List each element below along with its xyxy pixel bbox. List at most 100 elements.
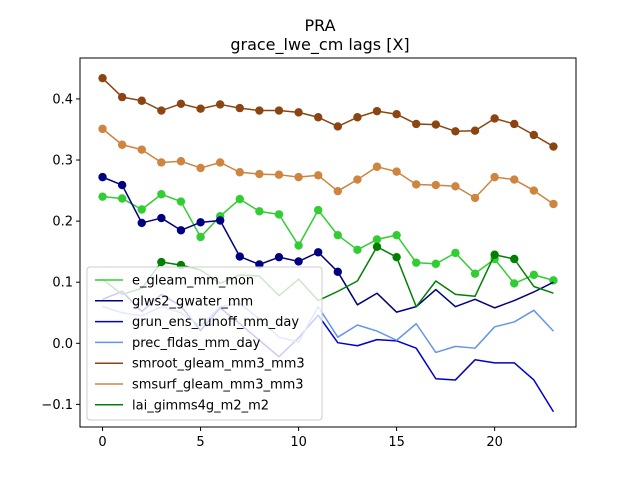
data-point [490, 172, 499, 182]
data-point [333, 186, 342, 196]
data-point [294, 257, 303, 266]
legend: e_gleam_mm_mon glws2_gwater_mm grun_ens_ru… [86, 266, 323, 421]
data-point [451, 182, 460, 191]
data-point [274, 170, 284, 179]
data-point [137, 218, 146, 228]
data-point [431, 180, 441, 190]
data-point [255, 169, 264, 179]
x-tick-label: 10 [290, 435, 307, 450]
data-point [451, 248, 460, 258]
data-point [470, 126, 480, 135]
data-point [372, 242, 382, 251]
data-point [333, 122, 342, 131]
data-point [157, 257, 166, 267]
data-point [392, 167, 401, 176]
data-point [117, 92, 127, 102]
data-point [353, 113, 362, 122]
data-point [176, 99, 186, 109]
series-glws2_gwater_mm [98, 172, 554, 313]
data-point [314, 248, 323, 257]
x-tick-label: 0 [98, 435, 106, 450]
data-point [157, 213, 166, 223]
chart-title: PRA [304, 16, 335, 35]
data-point [529, 270, 539, 280]
data-point [529, 186, 539, 195]
data-point [412, 180, 421, 189]
y-tick-label: 0.4 [52, 92, 73, 107]
data-point [137, 96, 146, 105]
legend-label: e_gleam_mm_mon [132, 274, 254, 289]
data-point [98, 192, 107, 201]
y-tick-label: −0.1 [41, 398, 73, 413]
data-point [196, 104, 205, 113]
data-point [137, 205, 146, 214]
y-tick-label: 0.2 [52, 215, 73, 230]
legend-box [86, 266, 323, 421]
y-tick-label: 0.1 [52, 276, 73, 291]
data-point [392, 252, 401, 262]
data-point [412, 119, 421, 129]
axis-ticks: 0 5 10 15 20 −0.1 0.0 0.1 0.2 0.3 0.4 [41, 92, 502, 450]
data-point [157, 190, 166, 199]
data-point [510, 175, 519, 184]
legend-label: prec_fldas_mm_day [132, 336, 261, 351]
data-point [314, 171, 323, 180]
data-point [372, 162, 382, 171]
data-point [529, 130, 539, 140]
data-point [157, 158, 166, 167]
legend-label: grun_ens_runoff_mm_day [132, 315, 299, 330]
data-point [215, 158, 225, 167]
data-point [451, 127, 460, 136]
data-point [392, 110, 401, 119]
series-smroot_gleam_mm3_mm3 [98, 73, 558, 151]
data-point [490, 114, 499, 123]
chart-subtitle: grace_lwe_cm lags [X] [230, 35, 409, 55]
data-point [510, 279, 519, 288]
data-point [470, 193, 480, 203]
data-point [235, 168, 244, 177]
data-point [549, 199, 558, 209]
series-smsurf_gleam_mm3_mm3 [98, 124, 558, 209]
data-point [274, 210, 284, 219]
data-point [176, 226, 186, 235]
data-point [215, 100, 225, 109]
y-tick-label: 0.3 [52, 154, 73, 169]
data-point [196, 232, 205, 242]
data-point [333, 267, 342, 277]
data-point [235, 252, 244, 261]
data-point [510, 254, 519, 264]
data-point [294, 241, 303, 250]
data-point [490, 250, 499, 259]
data-point [176, 197, 186, 206]
data-point [353, 245, 362, 255]
data-point [117, 180, 127, 190]
data-point [549, 142, 558, 151]
data-point [470, 269, 480, 278]
data-point [196, 218, 205, 227]
legend-label: lai_gimms4g_m2_m2 [132, 398, 269, 413]
y-tick-label: 0.0 [52, 337, 73, 352]
data-point [274, 106, 284, 115]
data-point [157, 106, 166, 115]
data-point [274, 252, 284, 262]
data-point [372, 235, 382, 244]
data-point [98, 124, 107, 134]
data-point [235, 103, 244, 113]
data-point [215, 216, 225, 225]
data-point [117, 140, 127, 149]
axes-frame [79, 57, 577, 428]
legend-label: smroot_gleam_mm3_mm3 [132, 357, 305, 372]
data-point [98, 172, 107, 182]
data-point [314, 113, 323, 122]
data-point [333, 230, 342, 240]
data-point [98, 73, 107, 83]
legend-label: smsurf_gleam_mm3_mm3 [132, 378, 304, 393]
x-tick-label: 20 [486, 435, 503, 450]
x-tick-label: 15 [388, 435, 405, 450]
x-tick-label: 5 [196, 435, 204, 450]
data-point [137, 145, 146, 154]
data-point [255, 106, 264, 115]
data-point [117, 194, 127, 203]
data-point [196, 163, 205, 173]
